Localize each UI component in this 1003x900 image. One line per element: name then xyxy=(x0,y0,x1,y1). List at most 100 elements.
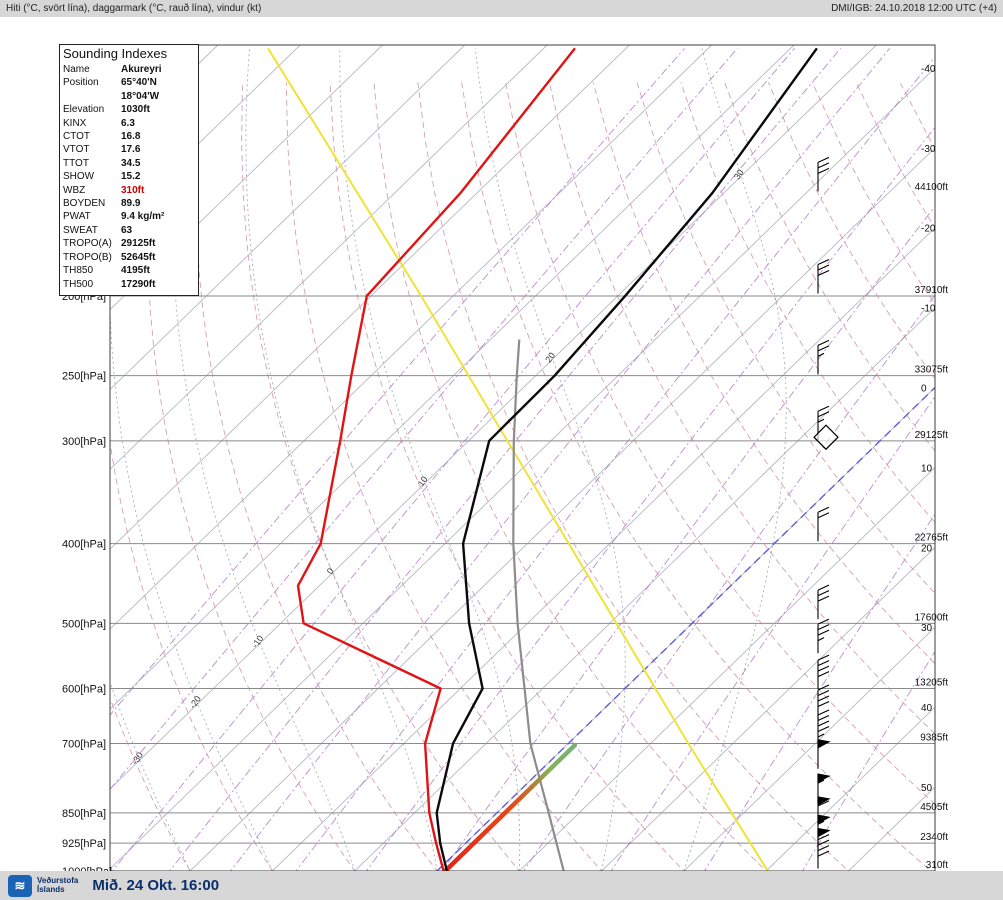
altitude-label: 310ft xyxy=(926,860,948,871)
pressure-axis-label: 300[hPa] xyxy=(62,436,106,448)
isotherm-lines xyxy=(110,45,935,871)
pressure-axis-label: 850[hPa] xyxy=(62,808,106,820)
temp-axis-right-label: 50 xyxy=(921,783,933,794)
temp-axis-right-label: -20 xyxy=(921,224,936,235)
dry-adiabat-line xyxy=(592,82,935,665)
tropopause-marker-icon xyxy=(813,424,839,451)
dry-adiabat-line xyxy=(285,82,603,871)
isotherm-line xyxy=(110,45,795,710)
index-value: 1030ft xyxy=(121,104,150,116)
mixing-ratio-line xyxy=(111,48,795,871)
isotherm-line xyxy=(601,546,935,871)
index-label: PWAT xyxy=(63,211,91,223)
pressure-axis-label: 925[hPa] xyxy=(62,838,106,850)
isotherm-line xyxy=(848,786,935,871)
index-label: TROPO(B) xyxy=(63,251,112,263)
wind-barb xyxy=(817,259,830,294)
top-bar: Hiti (°C, svört lína), daggarmark (°C, r… xyxy=(0,0,1003,17)
index-row-th850: TH850 4195ft xyxy=(63,264,194,277)
index-row-vtot: VTOT 17.6 xyxy=(63,143,194,156)
index-label: WBZ xyxy=(63,184,86,196)
index-row-position: Position 65°40'N 18°04'W xyxy=(63,76,194,103)
index-row-ctot: CTOT 16.8 xyxy=(63,130,194,143)
freezing-isotherm xyxy=(436,386,935,871)
temp-axis-right-label: -10 xyxy=(921,304,936,315)
index-label: TROPO(A) xyxy=(63,238,112,250)
index-value: 17.6 xyxy=(121,144,141,156)
altitude-label: 29125ft xyxy=(915,430,949,441)
altitude-label: 44100ft xyxy=(915,182,949,193)
mixing-ratio-line xyxy=(610,396,935,871)
isotherm-line xyxy=(683,626,935,871)
index-label: VTOT xyxy=(63,144,90,156)
mixing-ratio-line xyxy=(365,126,935,871)
wind-barb xyxy=(817,739,831,769)
moist-adiabat-label: 0 xyxy=(325,566,336,576)
index-value: 65°40'N 18°04'W xyxy=(121,77,160,102)
wind-barb xyxy=(817,618,830,654)
dry-adiabat-line xyxy=(194,82,438,871)
sounding-indexes-box: Sounding Indexes Name Akureyri Position 65°… xyxy=(59,44,199,296)
index-label: SHOW xyxy=(63,171,95,183)
index-label: TH500 xyxy=(63,278,94,290)
index-row-tropo-b-: TROPO(B) 52645ft xyxy=(63,251,194,264)
temp-axis-right-label: -40 xyxy=(921,64,936,75)
index-label: BOYDEN xyxy=(63,198,106,210)
temp-axis-right-label: 30 xyxy=(921,623,933,634)
dry-adiabat-line xyxy=(241,82,520,871)
index-row-th500: TH500 17290ft xyxy=(63,278,194,291)
dry-adiabat-line xyxy=(811,82,935,305)
isotherm-line xyxy=(110,45,548,470)
legend-text: Hiti (°C, svört lína), daggarmark (°C, r… xyxy=(6,3,262,14)
logo-line-2: Íslands xyxy=(37,884,65,894)
moist-adiabat-label: -20 xyxy=(187,694,203,710)
index-label: SWEAT xyxy=(63,224,98,236)
moist-adiabat-line xyxy=(474,48,626,871)
index-row-sweat: SWEAT 63 xyxy=(63,224,194,237)
index-value: 16.8 xyxy=(121,131,141,143)
altitude-label: 33075ft xyxy=(915,365,949,376)
temp-axis-right-label: -30 xyxy=(921,144,936,155)
mixing-ratio-line xyxy=(110,48,738,791)
pressure-lines xyxy=(110,295,935,871)
altitude-label: 13205ft xyxy=(915,677,949,688)
isotherm-line xyxy=(765,706,935,871)
index-row-tropo-a-: TROPO(A) 29125ft xyxy=(63,237,194,250)
moist-adiabat-line xyxy=(0,48,26,871)
altitude-label: 2340ft xyxy=(920,832,948,843)
mixing-ratio-line xyxy=(441,205,935,871)
dry-adiabat-line xyxy=(373,82,767,871)
wbz-parcel-segment xyxy=(442,742,578,871)
wind-barb xyxy=(817,684,830,719)
index-label: KINX xyxy=(63,117,87,129)
model-run-text: DMI/IGB: 24.10.2018 12:00 UTC (+4) xyxy=(831,3,997,14)
isotherm-line xyxy=(518,466,935,871)
moist-adiabat-label: 30 xyxy=(732,168,746,182)
wind-barb xyxy=(817,339,830,375)
pressure-axis-label: 500[hPa] xyxy=(62,618,106,630)
index-row-kinx: KINX 6.3 xyxy=(63,117,194,130)
index-value: 34.5 xyxy=(121,157,141,169)
valid-time-label: Mið. 24 Okt. 16:00 xyxy=(92,877,220,894)
wind-barbs xyxy=(817,156,831,869)
isotherm-line xyxy=(436,386,935,871)
index-value: 17290ft xyxy=(121,278,156,290)
dry-adiabat-lines xyxy=(110,82,935,871)
index-label: TTOT xyxy=(63,157,89,169)
wind-barb xyxy=(817,796,831,826)
index-value: Akureyri xyxy=(121,64,162,75)
index-row-ttot: TTOT 34.5 xyxy=(63,157,194,170)
vedurstofa-logo-icon: ≋ xyxy=(8,874,32,897)
wind-barb xyxy=(817,584,830,620)
dry-adiabat-line xyxy=(768,82,935,380)
isotherm-line xyxy=(354,306,935,871)
altitude-label: 9385ft xyxy=(920,733,948,744)
altitude-label: 4505ft xyxy=(920,802,948,813)
reference-line-yellow xyxy=(267,47,769,871)
isotherm-line xyxy=(110,45,383,311)
dry-adiabat-line xyxy=(461,82,932,871)
isotherm-line xyxy=(110,45,466,391)
chart-grid xyxy=(0,45,935,871)
indexes-table: Name Akureyri Position 65°40'N 18°04'W Eleva… xyxy=(63,63,194,291)
